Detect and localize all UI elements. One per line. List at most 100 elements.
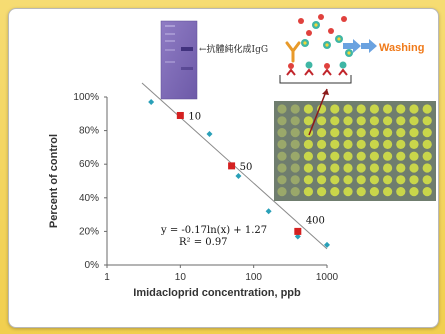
data-point-red (294, 227, 302, 235)
plate-well (409, 104, 419, 114)
plate-well (409, 151, 419, 161)
data-point-red (228, 162, 236, 170)
data-points: 10 50 400 (148, 99, 330, 248)
plate-well (303, 116, 313, 126)
plate-well (343, 151, 353, 161)
plate-well (277, 175, 287, 185)
trend-equation: y = -0.17ln(x) + 1.27 (160, 225, 267, 236)
plate-well (369, 104, 379, 114)
plate-well (290, 116, 300, 126)
plate-well (303, 104, 313, 114)
plate-well (317, 151, 327, 161)
plate-well (369, 175, 379, 185)
plate-well (277, 104, 287, 114)
plate-well (369, 151, 379, 161)
plate-well (356, 104, 366, 114)
plate-well (422, 139, 432, 149)
plate-well (409, 116, 419, 126)
plate-well (317, 163, 327, 173)
plate-well (330, 128, 340, 138)
y-tick-label: 80% (79, 126, 99, 137)
plate-well (303, 151, 313, 161)
data-point-red (176, 111, 184, 119)
plate-well (383, 151, 393, 161)
plate-well (369, 128, 379, 138)
plate-well (356, 139, 366, 149)
plate-well (396, 128, 406, 138)
plate-well (343, 104, 353, 114)
data-label: 10 (188, 111, 201, 122)
data-point-teal (294, 233, 301, 240)
plate-well (317, 139, 327, 149)
plate-well (317, 128, 327, 138)
plate-well (396, 163, 406, 173)
y-tick-label: 0% (85, 260, 100, 271)
plate-well (356, 128, 366, 138)
plate-well (409, 128, 419, 138)
y-tick-label: 60% (79, 159, 99, 170)
plate-pointer-arrow (308, 88, 328, 136)
trend-r2: R² = 0.97 (179, 237, 228, 248)
plate-well (290, 187, 300, 197)
plate-well (330, 139, 340, 149)
data-point-teal (206, 130, 213, 137)
antibody-y-icon (285, 41, 301, 63)
x-axis-title: Imidacloprid concentration, ppb (133, 287, 301, 299)
plate-well (277, 128, 287, 138)
plate-well (409, 139, 419, 149)
plate-well (369, 187, 379, 197)
plate-well (422, 163, 432, 173)
plate-pointer-arrowhead (322, 89, 329, 95)
plate-well (383, 139, 393, 149)
plate-well (277, 163, 287, 173)
data-label: 50 (240, 162, 253, 173)
plate-well (422, 116, 432, 126)
plate-well (290, 139, 300, 149)
plate-well (356, 187, 366, 197)
plate-well (277, 187, 287, 197)
x-tick-label: 1000 (316, 272, 339, 283)
plate-well (396, 104, 406, 114)
plate-well (330, 187, 340, 197)
y-tick-label: 100% (73, 92, 99, 103)
plate-well (369, 163, 379, 173)
y-tick-label: 20% (79, 226, 99, 237)
washing-diagram (279, 14, 353, 84)
data-point-teal (235, 172, 242, 179)
plate-well (356, 175, 366, 185)
plate-well (422, 175, 432, 185)
plate-well (396, 139, 406, 149)
x-tick-label: 100 (245, 272, 262, 283)
plate-well (330, 175, 340, 185)
plate-well (369, 116, 379, 126)
data-point-teal (324, 241, 330, 248)
washing-arrows (343, 39, 377, 53)
plate-well (317, 187, 327, 197)
chart: ←抗體純化成IgG (48, 14, 436, 299)
plate-well (343, 175, 353, 185)
plate-well (290, 128, 300, 138)
plate-well (343, 116, 353, 126)
data-point-teal (148, 99, 155, 106)
elisa-plate-photo (274, 101, 436, 201)
plate-well (303, 175, 313, 185)
plate-well (396, 187, 406, 197)
antibody-label: ←抗體純化成IgG (199, 43, 268, 55)
plate-well (343, 187, 353, 197)
plate-well (422, 151, 432, 161)
plate-well (277, 139, 287, 149)
plate-well (356, 163, 366, 173)
data-label: 400 (306, 215, 325, 226)
plate-well (330, 163, 340, 173)
plate-well (277, 151, 287, 161)
plate-well (383, 104, 393, 114)
plate-well (343, 163, 353, 173)
plate-well (383, 163, 393, 173)
plate-well (383, 116, 393, 126)
plate-well (409, 175, 419, 185)
plate-well (343, 128, 353, 138)
plate-well (330, 151, 340, 161)
plate-well (396, 175, 406, 185)
slide-card: ←抗體純化成IgG (8, 8, 439, 328)
plate-well (303, 163, 313, 173)
